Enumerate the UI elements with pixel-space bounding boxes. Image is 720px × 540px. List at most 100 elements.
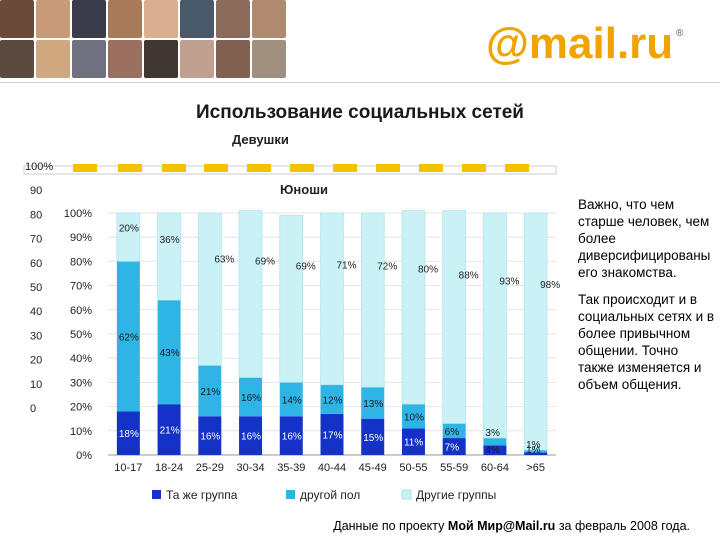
- bar-label-other-gender: 14%: [282, 395, 302, 406]
- collage-photo: [216, 40, 250, 78]
- bar-label-other-gender: 1%: [526, 440, 541, 451]
- bar-segment: [524, 450, 548, 453]
- bar-segment: [320, 212, 344, 386]
- collage-photo: [216, 0, 250, 38]
- collage-photo: [252, 40, 286, 78]
- bar-segment: [320, 413, 344, 455]
- bar-segment: [239, 416, 263, 455]
- bar-label-other-gender: 10%: [404, 412, 424, 423]
- bar-segment: [279, 416, 303, 455]
- bar-segment: [157, 300, 181, 405]
- bar-label-other-gender: 21%: [200, 387, 220, 398]
- bar-segment: [116, 261, 140, 412]
- bar-label-same-group: 17%: [323, 430, 343, 441]
- bar-segment: [524, 452, 548, 455]
- legend-swatch: [152, 490, 161, 499]
- collage-photo: [108, 0, 142, 38]
- footer-prefix: Данные по проекту: [333, 519, 445, 533]
- y-tick-label: 100%: [64, 208, 92, 220]
- bar-segment: [361, 418, 385, 455]
- girls-y-tick: 80: [30, 209, 42, 221]
- bar-label-other-groups: 98%: [540, 280, 560, 291]
- bar-label-same-group: 15%: [363, 433, 383, 444]
- girls-bar-top: [162, 164, 186, 172]
- bar-label-other-gender: 3%: [485, 428, 500, 439]
- y-tick-label: 20%: [70, 402, 92, 414]
- bar-label-same-group: 16%: [200, 432, 220, 443]
- x-category-label: 10-17: [114, 462, 142, 474]
- girls-bar-top: [73, 164, 97, 172]
- girls-bar-top: [376, 164, 400, 172]
- collage-photo: [144, 0, 178, 38]
- y-tick-label: 60%: [70, 305, 92, 317]
- commentary-paragraph-1: Важно, что чем старше человек, чем более…: [578, 197, 711, 280]
- bar-label-other-gender: 6%: [445, 427, 460, 438]
- collage-photo: [0, 0, 34, 38]
- bar-segment: [198, 212, 222, 366]
- girls-y-tick: 100%: [25, 161, 53, 173]
- bar-label-same-group: 16%: [241, 432, 261, 443]
- bar-segment: [360, 212, 385, 388]
- girls-y-tick: 50: [30, 282, 42, 294]
- bar-label-other-groups: 63%: [214, 255, 234, 266]
- bar-segment: [198, 416, 222, 455]
- y-tick-label: 0%: [76, 450, 92, 462]
- x-category-label: 25-29: [196, 462, 224, 474]
- bar-label-same-group: 4%: [485, 445, 500, 456]
- bar-label-other-gender: 12%: [323, 395, 343, 406]
- bar-label-other-groups: 69%: [296, 262, 316, 273]
- girls-y-tick: 30: [30, 330, 42, 342]
- footer-suffix: за февраль 2008 года.: [558, 519, 690, 533]
- header-divider: [0, 82, 720, 83]
- girls-y-tick: 60: [30, 258, 42, 270]
- girls-y-tick: 40: [30, 306, 42, 318]
- x-category-label: 35-39: [277, 462, 305, 474]
- girls-y-tick: 0: [30, 403, 36, 415]
- boys-chart-panel: [58, 180, 558, 498]
- bar-segment: [157, 404, 181, 455]
- bar-segment: [483, 445, 507, 455]
- bar-label-other-groups: 36%: [160, 235, 180, 246]
- chart-area: Девушки 100% 90 80 70 60 50 40 30 20 10 0 Юноши 0% 10%…: [23, 132, 560, 502]
- legend-label: другой пол: [300, 488, 360, 502]
- collage-photo: [36, 0, 70, 38]
- y-tick-label: 50%: [70, 329, 92, 341]
- x-category-label: 50-55: [399, 462, 427, 474]
- girls-y-tick: 20: [30, 355, 42, 367]
- bar-segment: [442, 438, 466, 455]
- mailru-logo: @mail.ru ®: [486, 19, 684, 68]
- bar-segment: [401, 428, 425, 455]
- bar-segment: [239, 377, 263, 417]
- bar-segment: [320, 384, 344, 414]
- bar-segment: [401, 404, 425, 429]
- bar-label-other-gender: 62%: [119, 332, 139, 343]
- x-category-label: 18-24: [155, 462, 183, 474]
- bar-segment: [442, 210, 466, 424]
- bar-label-other-groups: 72%: [377, 261, 397, 272]
- bar-segment: [361, 387, 385, 419]
- bar-segment: [116, 212, 141, 262]
- bar-segment: [401, 210, 426, 405]
- side-commentary: Важно, что чем старше человек, чем более…: [578, 196, 716, 403]
- collage-photo: [72, 0, 106, 38]
- source-footer: Данные по проекту Мой Мир@Mail.ru за фев…: [0, 519, 720, 533]
- collage-photo: [252, 0, 286, 38]
- collage-photo: [36, 40, 70, 78]
- collage-photo: [180, 40, 214, 78]
- bar-label-same-group: 18%: [119, 429, 139, 440]
- girls-bar-top: [505, 164, 529, 172]
- bar-label-same-group: 7%: [445, 443, 460, 454]
- bar-segment: [157, 212, 181, 301]
- slide-title: Использование социальных сетей: [196, 102, 524, 123]
- girls-bar-top: [247, 164, 271, 172]
- x-category-label: >65: [526, 462, 545, 474]
- legend-swatch: [401, 489, 412, 500]
- logo-text: @mail.ru: [486, 19, 673, 68]
- bar-label-other-gender: 13%: [363, 399, 383, 410]
- girls-y-tick: 10: [30, 379, 42, 391]
- bar-label-same-group: 16%: [282, 432, 302, 443]
- photo-collage: [0, 0, 290, 80]
- legend-label: Другие группы: [416, 488, 496, 502]
- bar-label-same-group: 11%: [404, 438, 423, 449]
- bar-label-other-groups: 20%: [119, 224, 139, 235]
